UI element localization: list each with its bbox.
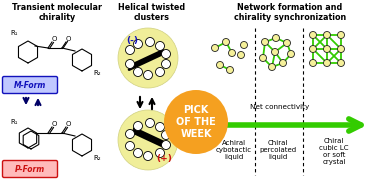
Text: M-Form: M-Form bbox=[14, 81, 46, 91]
Circle shape bbox=[144, 70, 153, 80]
Circle shape bbox=[261, 39, 268, 46]
Circle shape bbox=[162, 130, 170, 139]
Circle shape bbox=[323, 60, 331, 67]
Text: Chiral
cubic LC
or soft
crystal: Chiral cubic LC or soft crystal bbox=[319, 138, 349, 165]
Circle shape bbox=[162, 60, 170, 68]
Text: R₂: R₂ bbox=[93, 155, 101, 161]
Circle shape bbox=[271, 49, 279, 56]
Circle shape bbox=[309, 32, 317, 39]
Circle shape bbox=[126, 142, 135, 150]
Circle shape bbox=[118, 110, 178, 170]
Circle shape bbox=[144, 152, 153, 160]
Text: R₁: R₁ bbox=[10, 30, 18, 36]
Circle shape bbox=[338, 32, 344, 39]
Circle shape bbox=[309, 60, 317, 67]
Circle shape bbox=[156, 67, 165, 77]
Text: Transient molecular
chirality: Transient molecular chirality bbox=[12, 3, 102, 22]
Circle shape bbox=[211, 44, 218, 51]
Circle shape bbox=[156, 122, 165, 132]
Circle shape bbox=[217, 61, 223, 68]
Text: O: O bbox=[65, 121, 71, 127]
Circle shape bbox=[126, 129, 135, 139]
Circle shape bbox=[229, 50, 235, 57]
Circle shape bbox=[238, 51, 244, 59]
Circle shape bbox=[156, 149, 165, 157]
Text: (-): (-) bbox=[126, 36, 138, 44]
Circle shape bbox=[146, 119, 155, 128]
FancyBboxPatch shape bbox=[3, 77, 58, 94]
Circle shape bbox=[223, 39, 229, 46]
Circle shape bbox=[288, 50, 294, 57]
Circle shape bbox=[323, 32, 331, 39]
Circle shape bbox=[133, 122, 143, 130]
Circle shape bbox=[133, 67, 143, 77]
Text: P-Form: P-Form bbox=[15, 166, 45, 174]
Text: Chiral
percolated
liquid: Chiral percolated liquid bbox=[259, 140, 297, 160]
Circle shape bbox=[126, 60, 135, 68]
Circle shape bbox=[226, 67, 233, 74]
Circle shape bbox=[162, 140, 170, 149]
Text: O: O bbox=[51, 121, 57, 127]
Circle shape bbox=[259, 54, 267, 61]
Text: Achiral
cybotactic
liquid: Achiral cybotactic liquid bbox=[216, 140, 252, 160]
Circle shape bbox=[164, 90, 228, 154]
Circle shape bbox=[273, 35, 279, 42]
Circle shape bbox=[268, 64, 276, 70]
Circle shape bbox=[126, 46, 135, 54]
Circle shape bbox=[118, 28, 178, 88]
Circle shape bbox=[133, 149, 143, 157]
Circle shape bbox=[241, 42, 247, 49]
Text: R₂: R₂ bbox=[93, 70, 101, 76]
Circle shape bbox=[133, 40, 143, 49]
Circle shape bbox=[279, 60, 287, 67]
Circle shape bbox=[146, 37, 155, 46]
Circle shape bbox=[156, 42, 165, 50]
Text: Network formation and
chirality synchronization: Network formation and chirality synchron… bbox=[234, 3, 346, 22]
Text: (+): (+) bbox=[156, 153, 172, 163]
Text: O: O bbox=[65, 36, 71, 42]
Circle shape bbox=[284, 40, 291, 46]
Text: Helical twisted
clusters: Helical twisted clusters bbox=[118, 3, 186, 22]
Text: PICK
OF THE
WEEK: PICK OF THE WEEK bbox=[176, 105, 216, 139]
Circle shape bbox=[309, 46, 317, 53]
Circle shape bbox=[338, 46, 344, 53]
Circle shape bbox=[338, 60, 344, 67]
Text: O: O bbox=[51, 36, 57, 42]
FancyBboxPatch shape bbox=[3, 160, 58, 177]
Text: R₁: R₁ bbox=[10, 119, 18, 125]
Circle shape bbox=[162, 50, 170, 59]
Text: Net connectivity: Net connectivity bbox=[250, 104, 309, 110]
Circle shape bbox=[323, 46, 331, 53]
